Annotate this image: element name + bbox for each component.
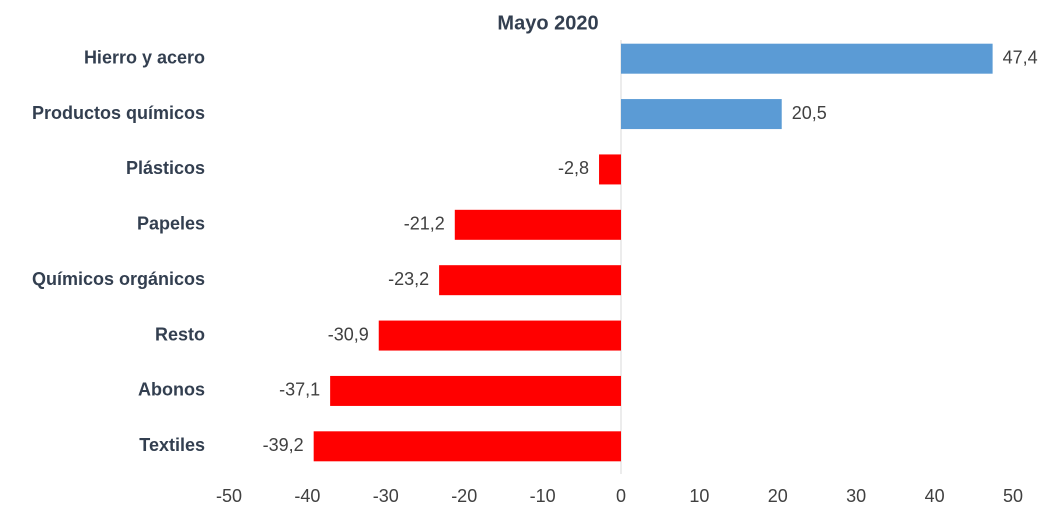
bar bbox=[599, 154, 621, 185]
y-tick-label: Plásticos bbox=[126, 158, 205, 178]
x-tick-label: 40 bbox=[925, 486, 945, 506]
y-tick-label: Resto bbox=[155, 324, 205, 344]
bar bbox=[621, 43, 993, 74]
x-tick-label: 20 bbox=[768, 486, 788, 506]
x-tick-label: 0 bbox=[616, 486, 626, 506]
x-tick-label: -10 bbox=[530, 486, 556, 506]
bar bbox=[378, 320, 621, 351]
y-tick-label: Productos químicos bbox=[32, 103, 205, 123]
data-label: 47,4 bbox=[1003, 47, 1038, 67]
x-tick-label: -40 bbox=[294, 486, 320, 506]
x-tick-label: 10 bbox=[689, 486, 709, 506]
data-label: -30,9 bbox=[328, 324, 369, 344]
x-tick-label: -20 bbox=[451, 486, 477, 506]
data-label: -21,2 bbox=[404, 214, 445, 234]
y-tick-label: Hierro y acero bbox=[84, 47, 205, 67]
x-tick-label: -50 bbox=[216, 486, 242, 506]
data-label: -37,1 bbox=[279, 380, 320, 400]
data-label: -2,8 bbox=[558, 158, 589, 178]
bar bbox=[439, 265, 621, 296]
bar bbox=[621, 99, 782, 130]
data-label: 20,5 bbox=[792, 103, 827, 123]
bar bbox=[313, 431, 621, 462]
y-tick-label: Textiles bbox=[139, 435, 205, 455]
y-tick-label: Químicos orgánicos bbox=[32, 269, 205, 289]
data-label: -23,2 bbox=[388, 269, 429, 289]
bar bbox=[330, 375, 621, 406]
y-tick-label: Papeles bbox=[137, 214, 205, 234]
x-tick-label: 50 bbox=[1003, 486, 1023, 506]
bar bbox=[454, 209, 621, 240]
data-label: -39,2 bbox=[263, 435, 304, 455]
chart-title: Mayo 2020 bbox=[497, 12, 598, 34]
y-tick-label: Abonos bbox=[138, 380, 205, 400]
x-tick-label: -30 bbox=[373, 486, 399, 506]
x-tick-label: 30 bbox=[846, 486, 866, 506]
